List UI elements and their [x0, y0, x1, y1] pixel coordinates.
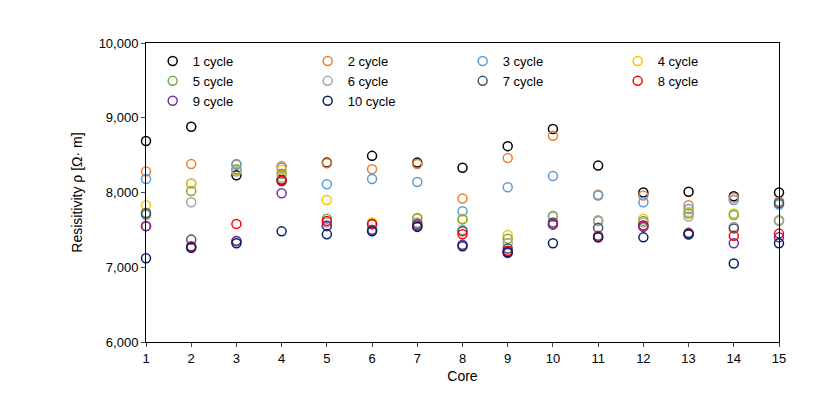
svg-text:9,000: 9,000: [106, 110, 139, 125]
svg-text:3: 3: [233, 351, 240, 366]
svg-text:10: 10: [546, 351, 560, 366]
svg-text:5 cycle: 5 cycle: [193, 74, 233, 89]
svg-text:8: 8: [459, 351, 466, 366]
svg-text:7: 7: [414, 351, 421, 366]
svg-text:6 cycle: 6 cycle: [348, 74, 388, 89]
svg-text:15: 15: [772, 351, 786, 366]
svg-text:1 cycle: 1 cycle: [193, 54, 233, 69]
svg-text:9: 9: [504, 351, 511, 366]
svg-text:8,000: 8,000: [106, 185, 139, 200]
svg-text:Core: Core: [447, 368, 478, 384]
svg-text:2 cycle: 2 cycle: [348, 54, 388, 69]
svg-text:6: 6: [368, 351, 375, 366]
svg-text:11: 11: [591, 351, 605, 366]
svg-text:4: 4: [278, 351, 285, 366]
svg-text:9 cycle: 9 cycle: [193, 94, 233, 109]
svg-text:10,000: 10,000: [99, 36, 139, 51]
svg-text:7 cycle: 7 cycle: [503, 74, 543, 89]
svg-text:14: 14: [727, 351, 741, 366]
svg-text:4 cycle: 4 cycle: [658, 54, 698, 69]
svg-text:7,000: 7,000: [106, 260, 139, 275]
svg-text:8 cycle: 8 cycle: [658, 74, 698, 89]
svg-text:12: 12: [636, 351, 650, 366]
svg-text:2: 2: [188, 351, 195, 366]
svg-text:5: 5: [323, 351, 330, 366]
svg-text:10 cycle: 10 cycle: [348, 94, 396, 109]
svg-text:13: 13: [681, 351, 695, 366]
svg-text:1: 1: [142, 351, 149, 366]
svg-text:6,000: 6,000: [106, 335, 139, 350]
svg-text:3 cycle: 3 cycle: [503, 54, 543, 69]
svg-text:Resisitivity ρ [Ω· m]: Resisitivity ρ [Ω· m]: [69, 132, 85, 252]
